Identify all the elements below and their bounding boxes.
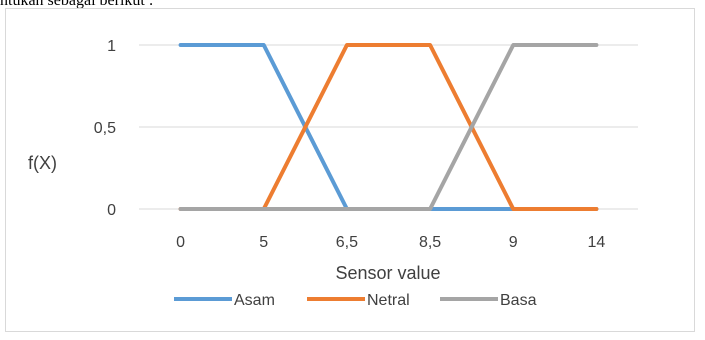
series-line-basa — [178, 43, 599, 211]
y-tick-labels: 00,51 — [94, 38, 116, 219]
x-tick-label: 6,5 — [336, 234, 358, 251]
x-tick-label: 9 — [509, 234, 518, 251]
chart-frame — [5, 8, 695, 332]
x-tick-label: 14 — [588, 234, 606, 251]
x-axis-title: Sensor value — [335, 263, 440, 283]
x-tick-label: 0 — [176, 234, 185, 251]
x-tick-label: 8,5 — [419, 234, 441, 251]
y-tick-label: 0 — [107, 202, 116, 219]
y-axis-title: f(X) — [28, 153, 57, 173]
legend: Asam Netral Basa — [174, 292, 537, 309]
series-lines — [178, 43, 599, 211]
x-tick-labels: 0 5 6,5 8,5 9 14 — [176, 234, 605, 251]
legend-label-netral: Netral — [367, 292, 410, 309]
x-tick-label: 5 — [259, 234, 268, 251]
y-tick-label: 1 — [107, 38, 116, 55]
caption-fragment: ntukan sebagai berikut : — [0, 0, 154, 9]
gridlines — [139, 44, 638, 210]
y-tick-label: 0,5 — [94, 120, 116, 137]
legend-label-basa: Basa — [500, 292, 537, 309]
legend-label-asam: Asam — [234, 292, 275, 309]
